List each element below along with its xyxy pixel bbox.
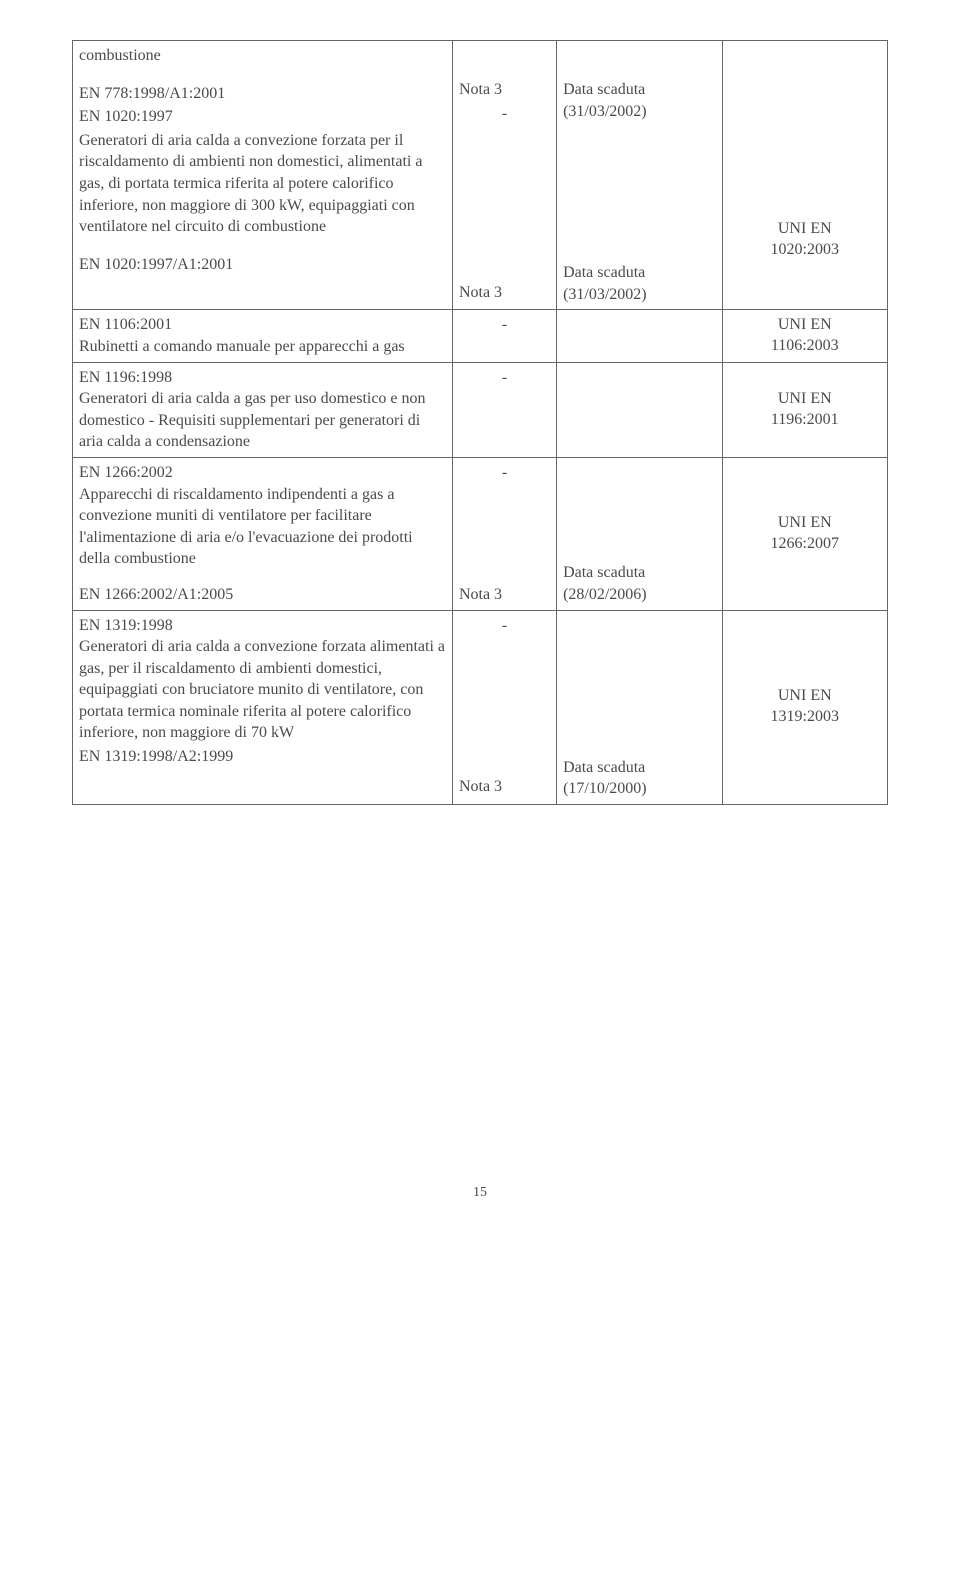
cell-date: Data scaduta (28/02/2006) [557, 457, 722, 610]
page-container: combustione EN 778:1998/A1:2001 EN 1020:… [0, 0, 960, 1241]
text: Rubinetti a comando manuale per apparecc… [79, 336, 446, 358]
cell-note: - Nota 3 [452, 457, 556, 610]
text: Generatori di aria calda a convezione fo… [79, 636, 446, 744]
table-row: EN 1266:2002 Apparecchi di riscaldamento… [73, 457, 888, 610]
text: Data scaduta [563, 562, 715, 584]
text: EN 1106:2001 [79, 314, 446, 336]
cell-note: - Nota 3 [452, 610, 556, 804]
cell-description: EN 1319:1998 Generatori di aria calda a … [73, 610, 453, 804]
text: - [459, 462, 550, 484]
text: - [459, 103, 550, 125]
cell-uni: UNI EN 1319:2003 [722, 610, 887, 804]
text: EN 1020:1997/A1:2001 [79, 254, 446, 276]
text: EN 1266:2002/A1:2005 [79, 584, 446, 606]
text: UNI EN [729, 513, 881, 534]
text: UNI EN [729, 315, 881, 336]
cell-description: EN 1266:2002 Apparecchi di riscaldamento… [73, 457, 453, 610]
table-row: EN 1106:2001 Rubinetti a comando manuale… [73, 310, 888, 362]
text: Apparecchi di riscaldamento indipendenti… [79, 484, 446, 570]
text: UNI EN [729, 219, 881, 240]
text: EN 1020:1997 [79, 106, 446, 128]
text: (31/03/2002) [563, 101, 715, 123]
cell-description: EN 1196:1998 Generatori di aria calda a … [73, 362, 453, 457]
text: (31/03/2002) [563, 284, 715, 306]
text: Nota 3 [459, 584, 550, 606]
text: Data scaduta [563, 262, 715, 284]
cell-uni: UNI EN 1266:2007 [722, 457, 887, 610]
text: 1196:2001 [729, 410, 881, 431]
text: EN 778:1998/A1:2001 [79, 83, 446, 105]
text: EN 1319:1998/A2:1999 [79, 746, 446, 768]
cell-note: Nota 3 - Nota 3 [452, 41, 556, 310]
cell-date [557, 310, 722, 362]
table-row: EN 1196:1998 Generatori di aria calda a … [73, 362, 888, 457]
text: (28/02/2006) [563, 584, 715, 606]
text: 1266:2007 [729, 534, 881, 555]
cell-description: combustione EN 778:1998/A1:2001 EN 1020:… [73, 41, 453, 310]
text: Nota 3 [459, 282, 550, 304]
text: - [459, 615, 550, 637]
text: EN 1266:2002 [79, 462, 446, 484]
text: EN 1319:1998 [79, 615, 446, 637]
cell-description: EN 1106:2001 Rubinetti a comando manuale… [73, 310, 453, 362]
cell-uni: UNI EN 1196:2001 [722, 362, 887, 457]
cell-uni: UNI EN 1020:2003 [722, 41, 887, 310]
text: Nota 3 [459, 79, 550, 101]
table-row: combustione EN 778:1998/A1:2001 EN 1020:… [73, 41, 888, 310]
text: - [459, 314, 550, 336]
text: combustione [79, 45, 446, 67]
text: UNI EN [729, 686, 881, 707]
standards-table: combustione EN 778:1998/A1:2001 EN 1020:… [72, 40, 888, 805]
cell-date [557, 362, 722, 457]
text: Data scaduta [563, 79, 715, 101]
text: Generatori di aria calda a convezione fo… [79, 130, 446, 238]
page-number: 15 [72, 1185, 888, 1201]
text: Nota 3 [459, 776, 550, 798]
text: 1319:2003 [729, 707, 881, 728]
text: 1106:2003 [729, 336, 881, 357]
table-row: EN 1319:1998 Generatori di aria calda a … [73, 610, 888, 804]
text: (17/10/2000) [563, 778, 715, 800]
text: EN 1196:1998 [79, 367, 446, 389]
text: - [459, 367, 550, 389]
text: Generatori di aria calda a gas per uso d… [79, 388, 446, 453]
cell-note: - [452, 362, 556, 457]
cell-uni: UNI EN 1106:2003 [722, 310, 887, 362]
text: Data scaduta [563, 757, 715, 779]
text: 1020:2003 [729, 240, 881, 261]
cell-note: - [452, 310, 556, 362]
cell-date: Data scaduta (17/10/2000) [557, 610, 722, 804]
text: UNI EN [729, 389, 881, 410]
cell-date: Data scaduta (31/03/2002) Data scaduta (… [557, 41, 722, 310]
